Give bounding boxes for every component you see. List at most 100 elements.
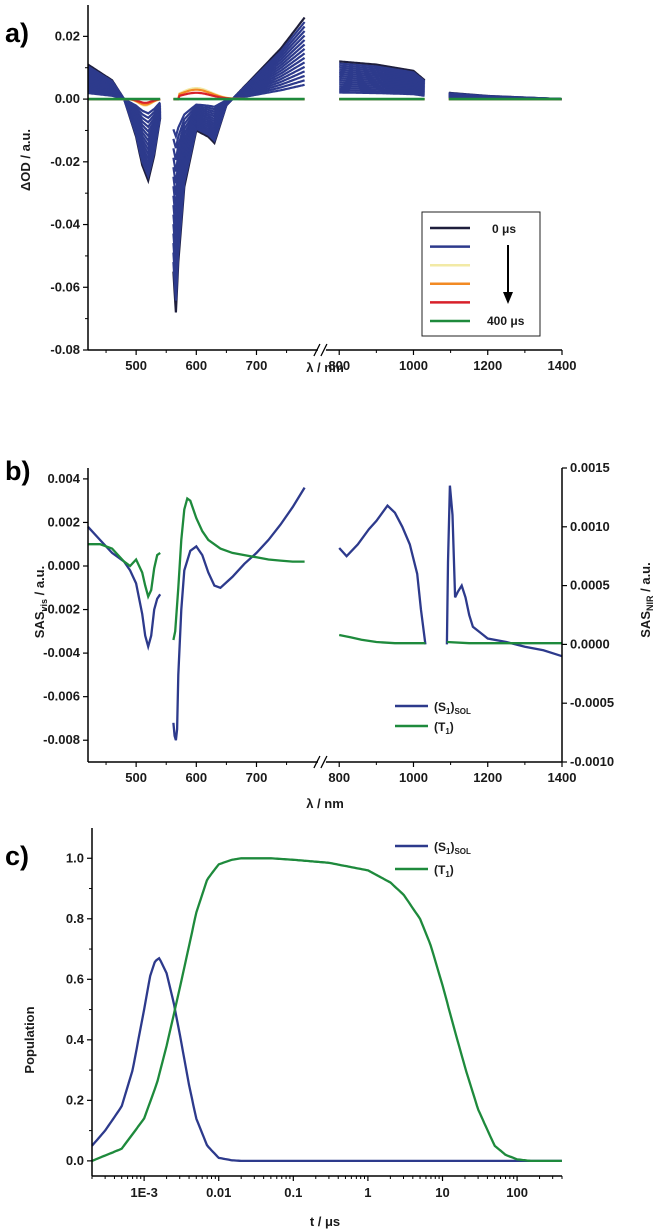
panel-b-right-y-tick-label: 0.0015: [570, 460, 610, 475]
panel-b-t1-line: [338, 633, 426, 645]
panel-c-axes: 1E-3 0.01 0.1 1 10 100 1.0 0.8 0.6 0.4 0.2 0.0: [66, 828, 563, 1200]
panel-a-y-tick-label: 0.02: [55, 28, 80, 43]
panel-c-x-tick-label: 10: [435, 1185, 449, 1200]
panel-a-trace: [339, 79, 426, 91]
panel-a-x-tick-label: 500: [125, 358, 147, 373]
panel-a-label: a): [5, 18, 29, 48]
panel-c: c) 1E-3 0.01 0.1 1 10 100 1.0 0.8 0.6 0.4 0.2 0.0 t…: [5, 828, 563, 1229]
panel-a-trace: [339, 89, 425, 96]
panel-b-s1-line: [87, 526, 162, 651]
panel-b-left-y-tick-label: -0.002: [43, 602, 80, 617]
panel-b-s1-line: [338, 503, 427, 645]
panel-a-trace: [339, 68, 426, 86]
panel-b-legend-s1-label: (S1)SOL: [434, 700, 471, 716]
panel-b-ylabel-right: SASNIR / a.u.: [638, 562, 655, 637]
panel-a-trace: [339, 83, 426, 93]
panel-c-y-tick-label: 0.2: [66, 1092, 84, 1107]
panel-b-x-tick-label: 500: [125, 770, 147, 785]
panel-a-x-tick-label: 1000: [399, 358, 428, 373]
panel-b-left-y-tick-label: -0.004: [43, 645, 81, 660]
panel-a-x-tick-label: 700: [246, 358, 268, 373]
panel-b-left-y-tick-label: 0.004: [47, 471, 80, 486]
panel-c-y-tick-label: 0.8: [66, 911, 84, 926]
panel-c-ylabel: Population: [22, 1006, 37, 1073]
panel-a-trace-stack: [88, 16, 562, 313]
panel-c-x-tick-label: 100: [506, 1185, 528, 1200]
panel-c-xlabel: t / μs: [310, 1214, 340, 1229]
panel-c-label: c): [5, 841, 29, 871]
panel-c-y-tick-label: 1.0: [66, 850, 84, 865]
panel-a-ylabel: ΔOD / a.u.: [18, 129, 33, 191]
panel-c-legend: (S1)SOL (T1): [395, 840, 471, 879]
panel-c-s1-line: [91, 956, 562, 1163]
panel-b-label: b): [5, 456, 30, 486]
panel-a-trace: [339, 72, 426, 88]
panel-a-x-tick-label: 600: [185, 358, 207, 373]
panel-a: a) 500 600 700 800 1000 1200 1400 0.02 0.00 -0.02…: [5, 5, 576, 375]
panel-a-trace: [339, 85, 425, 94]
panel-b-legend: (S1)SOL (T1): [395, 700, 471, 736]
panel-b-right-y-tick-label: -0.0005: [570, 695, 614, 710]
panel-a-y-tick-label: -0.08: [50, 342, 80, 357]
panel-b-right-y-tick-label: 0.0000: [570, 636, 610, 651]
panel-b-x-tick-label: 800: [328, 770, 350, 785]
panel-a-trace: [339, 81, 426, 92]
panel-a-trace: [339, 60, 426, 82]
panel-a-x-tick-label: 1400: [548, 358, 577, 373]
panel-c-x-tick-label: 0.01: [206, 1185, 231, 1200]
panel-a-legend-end: 400 μs: [487, 314, 525, 328]
panel-a-trace: [339, 66, 426, 85]
panel-b-t1-line: [446, 640, 562, 645]
panel-c-y-tick-label: 0.0: [66, 1153, 84, 1168]
panel-a-axis-break-mark: [320, 343, 328, 357]
panel-b-traces: [87, 485, 563, 741]
panel-b-right-y-tick-label: 0.0005: [570, 578, 610, 593]
panel-a-xlabel: λ / nm: [306, 360, 344, 375]
panel-b-x-tick-label: 1000: [399, 770, 428, 785]
panel-c-x-tick-label: 0.1: [284, 1185, 302, 1200]
panel-c-x-tick-label: 1E-3: [130, 1185, 157, 1200]
panel-c-y-tick-label: 0.6: [66, 971, 84, 986]
panel-a-y-tick-label: 0.00: [55, 91, 80, 106]
panel-a-legend-box: [421, 211, 541, 337]
panel-c-legend-t1-label: (T1): [434, 863, 454, 879]
panel-c-traces: [91, 857, 562, 1163]
panel-b-left-y-tick-label: -0.008: [43, 732, 80, 747]
panel-b-right-y-tick-label: -0.0010: [570, 754, 614, 769]
panel-b-x-tick-label: 1200: [473, 770, 502, 785]
panel-a-legend-start: 0 μs: [492, 222, 516, 236]
panel-b-axis-break-mark: [313, 755, 321, 769]
panel-b-t1-line: [88, 543, 161, 600]
panel-c-x-tick-label: 1: [364, 1185, 371, 1200]
panel-a-legend: 0 μs 400 μs: [421, 211, 541, 337]
panel-a-trace: [339, 64, 426, 84]
panel-a-axis-break-mark: [313, 343, 321, 357]
panel-b-s1-line: [445, 485, 563, 658]
panel-a-legend-arrow-head: [503, 292, 513, 304]
panel-b-s1-line: [172, 486, 306, 741]
panel-a-trace: [339, 91, 425, 97]
panel-a-y-tick-label: -0.04: [50, 217, 80, 232]
panel-b-left-y-tick-label: 0.000: [47, 558, 80, 573]
panel-a-traces: [88, 16, 562, 313]
panel-a-trace: [339, 62, 426, 83]
panel-a-trace: [339, 87, 425, 95]
panel-b-x-tick-label: 1400: [548, 770, 577, 785]
panel-b-left-y-tick-label: -0.006: [43, 689, 80, 704]
panel-c-t1-line: [91, 857, 562, 1163]
panel-a-y-tick-label: -0.06: [50, 279, 80, 294]
panel-b-left-y-tick-label: 0.002: [47, 514, 80, 529]
panel-a-y-tick-label: -0.02: [50, 154, 80, 169]
panel-c-y-tick-label: 0.4: [66, 1032, 85, 1047]
panel-b-axis-break-mark: [320, 755, 328, 769]
panel-b-legend-t1-label: (T1): [434, 720, 454, 736]
panel-a-legend-lines: [430, 226, 470, 323]
panel-b-axes: 500 600 700 800 1000 1200 1400 0.004 0.002 0.000 -…: [43, 460, 614, 785]
panel-c-legend-s1-label: (S1)SOL: [434, 840, 471, 856]
panel-b-right-y-tick-label: 0.0010: [570, 519, 610, 534]
panel-b-x-tick-label: 700: [246, 770, 268, 785]
panel-a-x-tick-label: 1200: [473, 358, 502, 373]
panel-a-trace: [339, 70, 426, 87]
panel-b-x-tick-label: 600: [185, 770, 207, 785]
